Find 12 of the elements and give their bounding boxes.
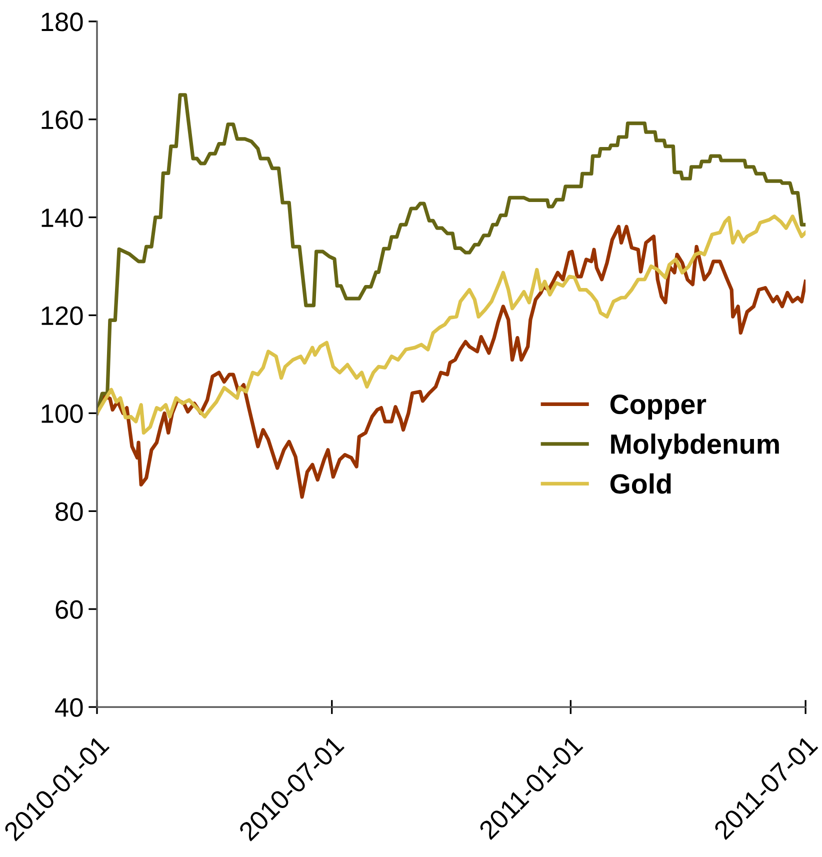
legend-label: Copper	[610, 394, 706, 420]
y-tick-label: 60	[56, 600, 83, 619]
y-tick-label: 180	[42, 12, 83, 32]
line-series	[96, 214, 806, 435]
y-tick-label: 120	[42, 306, 83, 326]
legend-label: Gold	[610, 473, 671, 494]
y-tick-label: 40	[55, 698, 83, 717]
legend-label: Molybdenum	[611, 434, 779, 460]
y-tick-label: 140	[42, 208, 83, 228]
y-tick-label: 80	[56, 502, 83, 521]
y-tick-label: 100	[42, 404, 83, 424]
y-tick-label: 160	[42, 110, 83, 130]
